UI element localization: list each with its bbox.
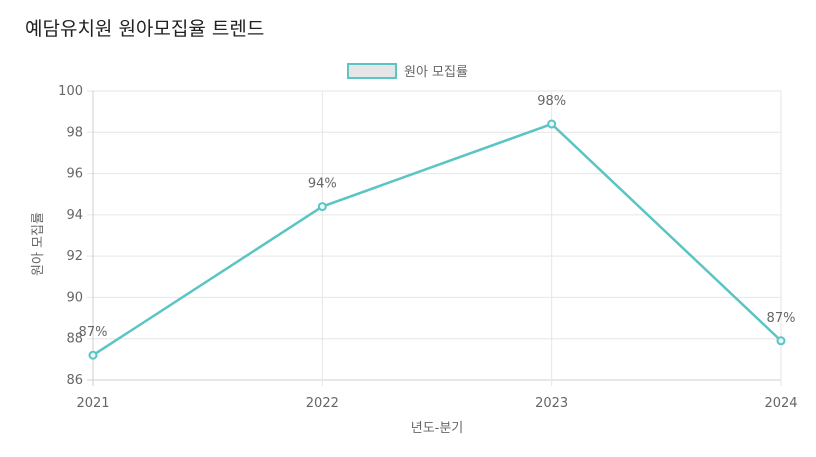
y-axis-ticks: 86 88 90 92 94 96 98 100 (58, 84, 83, 388)
legend-label: 원아 모집률 (404, 65, 468, 80)
y-tick-label: 90 (66, 290, 83, 305)
y-tick-label: 100 (58, 84, 83, 99)
x-tick-label: 2024 (764, 396, 797, 411)
data-label: 87% (767, 311, 796, 326)
legend-swatch (347, 63, 397, 79)
y-tick-label: 92 (66, 249, 83, 264)
y-axis-title: 원아 모집률 (31, 212, 46, 276)
data-label: 94% (308, 177, 337, 192)
y-tick-label: 88 (66, 332, 83, 347)
grid (87, 90, 782, 386)
data-point (317, 202, 327, 212)
x-tick-label: 2022 (306, 396, 339, 411)
y-tick-label: 94 (66, 208, 83, 223)
y-tick-label: 86 (66, 373, 83, 388)
data-point (88, 350, 98, 360)
series-line (92, 122, 782, 357)
data-point (547, 119, 557, 129)
data-label: 87% (79, 325, 108, 340)
x-axis-title: 년도-분기 (411, 421, 464, 436)
x-axis-ticks: 2021 2022 2023 2024 (76, 396, 797, 411)
data-point (776, 336, 786, 346)
chart-title: 예담유치원 원아모집율 트렌드 (25, 18, 265, 40)
series: 87% 94% 98% 87% (79, 94, 796, 360)
x-tick-label: 2023 (535, 396, 568, 411)
x-tick-label: 2021 (76, 396, 109, 411)
y-tick-label: 96 (66, 167, 83, 182)
legend: 원아 모집률 (347, 63, 468, 80)
data-label: 98% (537, 94, 566, 109)
y-tick-label: 98 (66, 125, 83, 140)
